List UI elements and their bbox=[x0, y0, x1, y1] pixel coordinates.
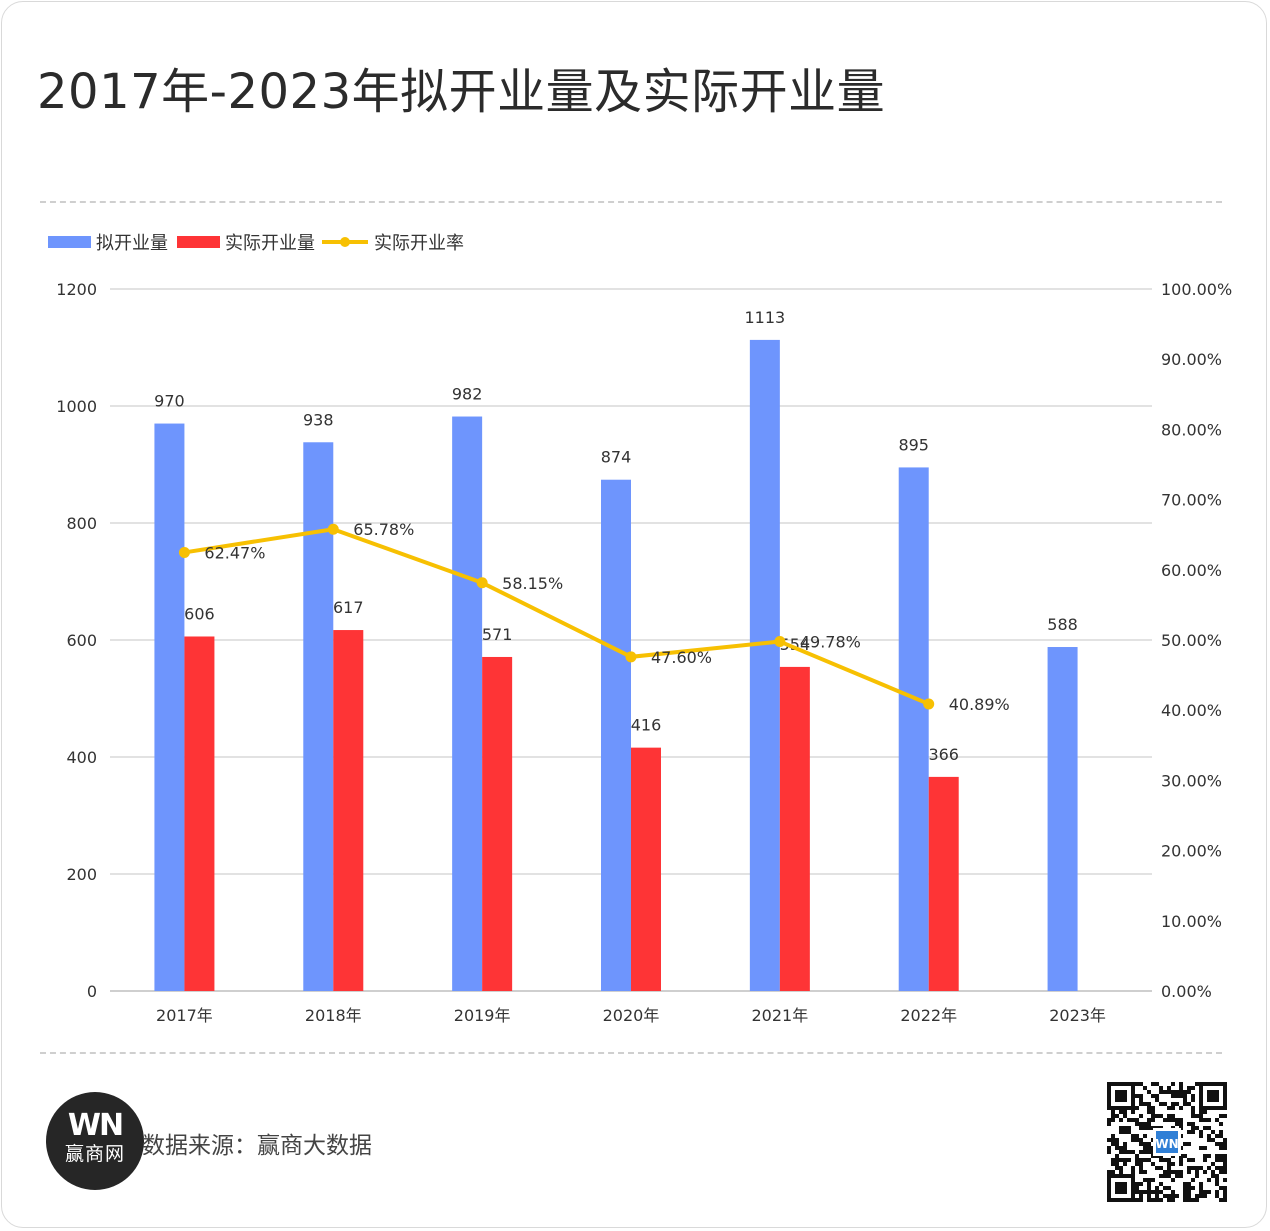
rate-point bbox=[327, 523, 339, 535]
rate-point bbox=[774, 636, 786, 648]
y-left-tick-label: 0 bbox=[87, 982, 97, 1001]
bar-actual bbox=[928, 776, 959, 991]
data-label-actual: 617 bbox=[333, 598, 364, 617]
legend-label-actual: 实际开业量 bbox=[225, 233, 315, 254]
data-label-planned: 938 bbox=[303, 410, 334, 429]
x-tick-label: 2021年 bbox=[751, 1006, 808, 1025]
data-label-rate: 65.78% bbox=[353, 520, 414, 539]
combo-chart: 0 200 400 600 800 1000 1200 0.00% 10.00% 20.00% 30… bbox=[48, 233, 1232, 1025]
qr-center-logo: WN bbox=[1155, 1137, 1178, 1151]
rate-point bbox=[625, 651, 637, 663]
data-label-rate: 62.47% bbox=[204, 543, 265, 562]
data-label-rate: 47.60% bbox=[651, 648, 712, 667]
data-label-planned: 588 bbox=[1047, 615, 1078, 634]
y-right-tick-label: 80.00% bbox=[1161, 420, 1222, 439]
data-label-planned: 970 bbox=[154, 392, 185, 411]
data-label-planned: 1113 bbox=[744, 308, 785, 327]
x-tick-label: 2022年 bbox=[900, 1006, 957, 1025]
data-label-rate: 58.15% bbox=[502, 574, 563, 593]
legend-label-rate: 实际开业率 bbox=[374, 233, 464, 254]
y-right-tick-label: 60.00% bbox=[1161, 561, 1222, 580]
logo-mark: WN bbox=[67, 1108, 124, 1143]
bar-planned bbox=[452, 416, 483, 991]
data-label-actual: 366 bbox=[928, 745, 959, 764]
data-label-planned: 895 bbox=[898, 435, 929, 454]
y-left-tick-label: 1000 bbox=[56, 397, 97, 416]
bar-actual bbox=[482, 656, 513, 991]
data-source: 数据来源：赢商大数据 bbox=[142, 1133, 372, 1159]
data-label-actual: 606 bbox=[184, 604, 215, 623]
rate-point bbox=[923, 698, 935, 710]
y-right-tick-label: 10.00% bbox=[1161, 912, 1222, 931]
bar-planned bbox=[898, 467, 929, 991]
data-label-rate: 40.89% bbox=[949, 695, 1010, 714]
data-label-planned: 982 bbox=[452, 385, 483, 404]
legend-label-planned: 拟开业量 bbox=[96, 233, 168, 254]
chart-title: 2017年-2023年拟开业量及实际开业量 bbox=[37, 64, 886, 120]
legend-swatch-planned bbox=[48, 236, 91, 248]
y-left-tick-label: 400 bbox=[66, 748, 97, 767]
bar-planned bbox=[154, 423, 185, 991]
x-tick-label: 2019年 bbox=[454, 1006, 511, 1025]
y-left-tick-label: 1200 bbox=[56, 280, 97, 299]
data-label-planned: 874 bbox=[601, 448, 632, 467]
x-tick-label: 2023年 bbox=[1049, 1006, 1106, 1025]
y-right-tick-label: 70.00% bbox=[1161, 491, 1222, 510]
data-label-rate: 49.78% bbox=[800, 633, 861, 652]
y-left-tick-label: 200 bbox=[66, 865, 97, 884]
bar-planned bbox=[749, 339, 780, 991]
bar-actual bbox=[333, 630, 364, 991]
bar-actual bbox=[631, 747, 661, 991]
bar-actual bbox=[779, 666, 810, 991]
bar-planned bbox=[601, 479, 631, 991]
rate-point bbox=[178, 546, 190, 558]
bar-actual bbox=[184, 636, 215, 991]
rate-point bbox=[476, 577, 488, 589]
data-label-actual: 571 bbox=[482, 625, 513, 644]
y-right-tick-label: 90.00% bbox=[1161, 350, 1222, 369]
legend-swatch-actual bbox=[177, 236, 220, 248]
top-divider bbox=[40, 201, 1222, 203]
winshang-logo: WN 赢商网 bbox=[46, 1092, 144, 1190]
y-right-tick-label: 100.00% bbox=[1161, 280, 1232, 299]
y-right-tick-label: 40.00% bbox=[1161, 701, 1222, 720]
y-right-tick-label: 30.00% bbox=[1161, 771, 1222, 790]
x-tick-label: 2017年 bbox=[156, 1006, 213, 1025]
y-left-tick-label: 600 bbox=[66, 631, 97, 650]
logo-text: 赢商网 bbox=[64, 1143, 125, 1165]
qr-code-icon: WN bbox=[1107, 1082, 1227, 1202]
y-right-tick-label: 20.00% bbox=[1161, 842, 1222, 861]
y-right-tick-label: 0.00% bbox=[1161, 982, 1212, 1001]
y-left-tick-label: 800 bbox=[66, 514, 97, 533]
legend-marker-rate bbox=[340, 237, 350, 247]
data-label-actual: 416 bbox=[631, 716, 662, 735]
bar-planned bbox=[303, 442, 334, 991]
bar-planned bbox=[1047, 647, 1078, 991]
y-right-tick-label: 50.00% bbox=[1161, 631, 1222, 650]
x-tick-label: 2018年 bbox=[305, 1006, 362, 1025]
rate-line bbox=[184, 527, 930, 706]
x-tick-label: 2020年 bbox=[603, 1006, 660, 1025]
bottom-divider bbox=[40, 1052, 1222, 1054]
